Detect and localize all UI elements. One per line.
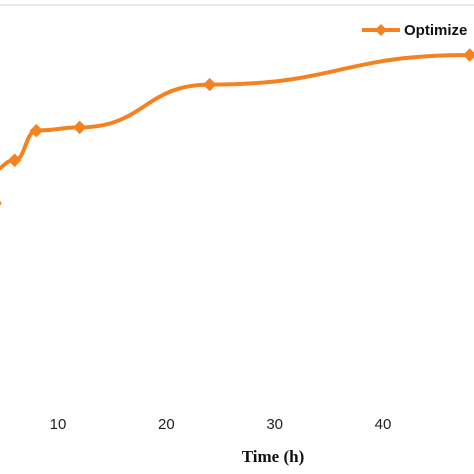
x-tick-label: 40 <box>375 416 392 433</box>
x-axis-title: Time (h) <box>242 447 305 466</box>
x-tick-label: 30 <box>266 416 283 433</box>
data-point-marker <box>462 48 474 62</box>
series-line-0 <box>0 53 470 205</box>
data-point-marker <box>7 153 22 167</box>
data-point-marker <box>202 77 217 92</box>
x-axis-ticks: 10 20 30 40 <box>50 416 392 433</box>
series-layer <box>0 48 474 205</box>
data-point-marker <box>29 123 44 138</box>
x-tick-label: 10 <box>50 416 67 433</box>
x-tick-label: 20 <box>158 416 175 433</box>
data-point-marker <box>72 120 87 135</box>
legend: Optimize <box>362 22 467 39</box>
legend-marker-diamond <box>375 24 387 36</box>
legend-label: Optimize <box>404 22 467 39</box>
